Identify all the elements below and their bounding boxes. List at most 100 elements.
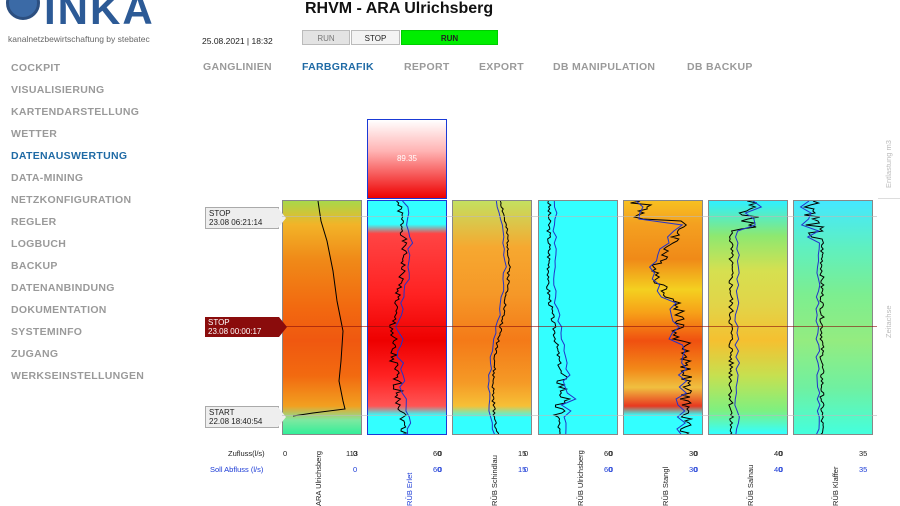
zufluss-max: 15 [518,449,527,458]
tab-ganglinien[interactable]: GANGLINIEN [203,61,272,73]
sidebar-item-systeminfo[interactable]: SYSTEMINFO [11,326,83,338]
station-label: RÜB Stangl [661,466,670,506]
tab-export[interactable]: EXPORT [479,61,524,73]
side-label-entlastung: Entlastung m3 [884,140,893,188]
sidebar-item-dokumentation[interactable]: DOKUMENTATION [11,304,107,316]
zufluss-line [292,201,346,417]
zufluss-min: 0 [609,449,614,458]
zufluss-line [802,201,825,434]
sidebar-item-datenauswertung[interactable]: DATENAUSWERTUNG [11,150,128,162]
sidebar-item-backup[interactable]: BACKUP [11,260,58,272]
station-panel[interactable] [452,200,532,435]
tab-db-manipulation[interactable]: DB MANIPULATION [553,61,656,73]
zufluss-line [546,201,572,434]
flow-trace [799,201,825,434]
brand-tagline: kanalnetzbewirtschaftung by stebatec [8,34,150,44]
abfluss-max: 60 [604,465,613,474]
time-marker-stop[interactable]: STOP 23.08 06:21:14 [205,207,286,229]
marker-label: STOP [209,209,231,218]
marker-time: 22.08 18:40:54 [209,417,263,426]
flow-trace [546,201,577,434]
marker-line [282,326,877,327]
abfluss-label: Soll Abfluss (l/s) [210,465,264,474]
marker-line [282,415,877,416]
zufluss-max: 35 [859,449,868,458]
stop-button[interactable]: STOP [351,30,400,45]
flow-trace [388,201,414,434]
sidebar-item-logbuch[interactable]: LOGBUCH [11,238,67,250]
zufluss-min: 0 [779,449,784,458]
station-panel[interactable] [367,200,447,435]
abfluss-min: 0 [438,465,443,474]
zufluss-min: 0 [283,449,288,458]
zufluss-max: 113 [346,449,358,458]
zufluss-line [727,201,759,434]
flow-trace [727,201,763,434]
zufluss-label: Zufluss(l/s) [228,449,265,458]
brand-name: INKA [44,0,155,33]
abfluss-line [734,201,763,434]
zufluss-line [491,201,511,434]
station-panel[interactable] [623,200,703,435]
abfluss-min: 0 [694,465,699,474]
station-panel[interactable] [793,200,873,435]
zufluss-min: 0 [694,449,699,458]
zufluss-line [630,201,694,434]
abfluss-max: 60 [433,465,442,474]
run-inactive-button[interactable]: RUN [302,30,350,45]
sidebar-item-netzkonfiguration[interactable]: NETZKONFIGURATION [11,194,132,206]
zufluss-line [388,201,408,434]
station-label: RÜB Erlet [405,472,414,506]
abfluss-max: 40 [774,465,783,474]
marker-time: 23.08 00:00:17 [208,327,262,336]
marker-time: 23.08 06:21:14 [209,218,263,227]
zufluss-max: 60 [433,449,442,458]
station-panel[interactable] [538,200,618,435]
abfluss-max: 35 [859,465,868,474]
station-label: RÜB Ulrichsberg [576,450,585,506]
logo: INKA kanalnetzbewirtschaftung by stebate… [0,0,200,46]
flow-trace [630,201,694,434]
sidebar-item-regler[interactable]: REGLER [11,216,57,228]
zufluss-min: 0 [353,449,358,458]
marker-label: STOP [208,318,230,327]
time-marker-stop[interactable]: STOP 23.08 00:00:17 [205,317,287,337]
zufluss-max: 40 [774,449,783,458]
abfluss-min: 0 [524,465,529,474]
station-label: RÜB Salnau [746,464,755,506]
abfluss-min: 0 [609,465,614,474]
zufluss-max: 30 [689,449,698,458]
abfluss-line [552,201,577,434]
zufluss-min: 0 [524,449,529,458]
station-panel[interactable] [282,200,362,435]
abfluss-line [395,201,414,434]
tab-report[interactable]: REPORT [404,61,450,73]
sidebar-item-cockpit[interactable]: COCKPIT [11,62,61,74]
datetime: 25.08.2021 | 18:32 [202,36,273,46]
zufluss-min: 0 [438,449,443,458]
abfluss-line [799,201,821,434]
sidebar-item-kartendarstellung[interactable]: KARTENDARSTELLUNG [11,106,140,118]
tab-db-backup[interactable]: DB BACKUP [687,61,753,73]
station-label: ARA Ulrichsberg [314,450,323,506]
station-panel[interactable] [708,200,788,435]
marker-line [282,216,877,217]
sidebar-item-werkseinstellungen[interactable]: WERKSEINSTELLUNGEN [11,370,145,382]
sidebar-item-wetter[interactable]: WETTER [11,128,58,140]
entlastung-bar[interactable]: 89.35 [367,119,447,199]
time-marker-start[interactable]: START 22.08 18:40:54 [205,406,286,428]
sidebar-item-visualisierung[interactable]: VISUALISIERUNG [11,84,105,96]
marker-label: START [209,408,235,417]
abfluss-max: 30 [689,465,698,474]
tab-farbgrafik[interactable]: FARBGRAFIK [302,61,374,73]
flow-trace [487,201,511,434]
zufluss-max: 60 [604,449,613,458]
station-label: RÜB Klaffer [831,466,840,506]
sidebar-item-zugang[interactable]: ZUGANG [11,348,59,360]
abfluss-min: 0 [779,465,784,474]
sidebar-item-data-mining[interactable]: DATA-MINING [11,172,84,184]
divider [878,198,900,199]
abfluss-line [635,201,688,434]
run-active-button[interactable]: RUN [401,30,498,45]
sidebar-item-datenanbindung[interactable]: DATENANBINDUNG [11,282,115,294]
